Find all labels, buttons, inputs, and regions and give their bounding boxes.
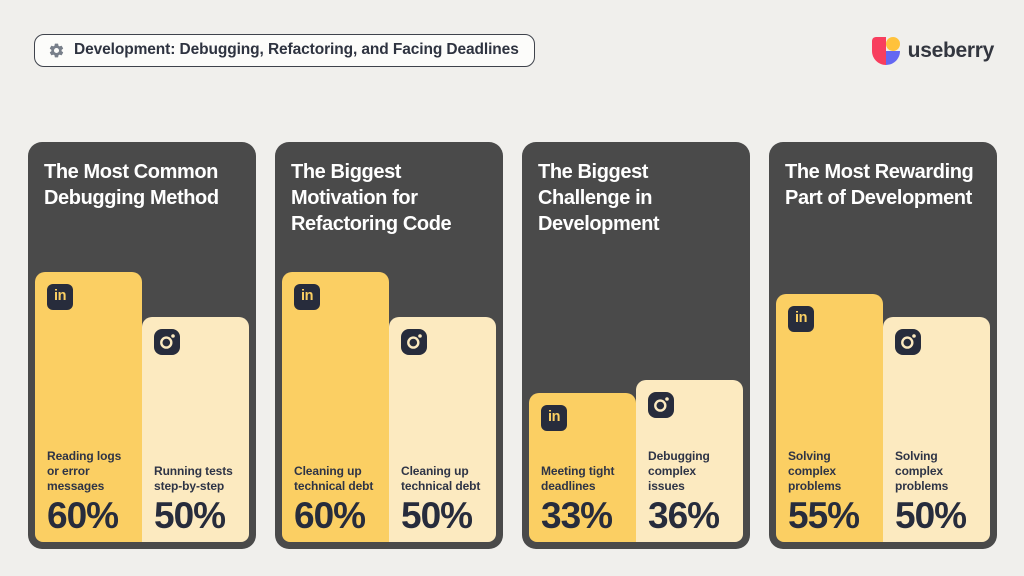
bar-label: Solving complex problems: [895, 449, 949, 493]
linkedin-icon: in: [788, 306, 814, 332]
bar-instagram: Running tests step-by-step 50%: [142, 317, 249, 542]
bar-value: 33%: [541, 495, 613, 536]
panel-title: The Most Common Debugging Method: [44, 161, 219, 209]
bar-bottom: Running tests step-by-step 50%: [142, 464, 249, 542]
useberry-logo-mark: [871, 36, 900, 65]
linkedin-icon: in: [541, 405, 567, 431]
bar-bottom: Solving complex problems 55%: [776, 449, 883, 542]
stat-panel: The Biggest Motivation for Refactoring C…: [275, 142, 503, 549]
bar-instagram: Solving complex problems 50%: [883, 317, 990, 542]
instagram-icon: [401, 329, 427, 355]
linkedin-icon-glyph: in: [47, 284, 73, 310]
bar-value: 50%: [401, 495, 473, 536]
instagram-icon: [648, 392, 674, 418]
bar-label: Debugging complex issues: [648, 449, 710, 493]
bar-label: Running tests step-by-step: [154, 464, 233, 493]
panel-title: The Most Rewarding Part of Development: [785, 161, 974, 209]
brand-name: useberry: [907, 38, 995, 62]
header-tag: Development: Debugging, Refactoring, and…: [34, 34, 535, 67]
bar-value: 60%: [294, 495, 366, 536]
bar-label: Reading logs or error messages: [47, 449, 122, 493]
bar-value: 60%: [47, 495, 119, 536]
bar-bottom: Reading logs or error messages 60%: [35, 449, 142, 542]
panel-title: The Biggest Motivation for Refactoring C…: [291, 161, 452, 235]
instagram-icon: [895, 329, 921, 355]
linkedin-icon: in: [294, 284, 320, 310]
bar-linkedin: in Meeting tight deadlines 33%: [529, 393, 636, 542]
linkedin-icon-glyph: in: [541, 405, 567, 431]
bar-label: Cleaning up technical debt: [294, 464, 374, 493]
bar-bottom: Cleaning up technical debt 60%: [282, 464, 389, 542]
panel-title: The Biggest Challenge in Development: [538, 161, 660, 235]
bar-linkedin: in Cleaning up technical debt 60%: [282, 272, 389, 542]
linkedin-icon-glyph: in: [788, 306, 814, 332]
bar-instagram: Cleaning up technical debt 50%: [389, 317, 496, 542]
bar-value: 36%: [648, 495, 720, 536]
linkedin-icon-glyph: in: [294, 284, 320, 310]
bar-label: Meeting tight deadlines: [541, 464, 615, 493]
bars-row: in Reading logs or error messages 60% Runni…: [35, 272, 249, 542]
bar-value: 55%: [788, 495, 860, 536]
bars-row: in Cleaning up technical debt 60% Cleaning …: [282, 272, 496, 542]
stat-panel: The Biggest Challenge in Development in M…: [522, 142, 750, 549]
bar-instagram: Debugging complex issues 36%: [636, 380, 743, 542]
bar-bottom: Cleaning up technical debt 50%: [389, 464, 496, 542]
bar-label: Cleaning up technical debt: [401, 464, 481, 493]
stat-panel: The Most Rewarding Part of Development i…: [769, 142, 997, 549]
bar-label: Solving complex problems: [788, 449, 842, 493]
bars-row: in Solving complex problems 55% Solving com…: [776, 294, 990, 542]
instagram-icon: [154, 329, 180, 355]
bar-bottom: Solving complex problems 50%: [883, 449, 990, 542]
bar-bottom: Meeting tight deadlines 33%: [529, 464, 636, 542]
bar-value: 50%: [895, 495, 967, 536]
bar-bottom: Debugging complex issues 36%: [636, 449, 743, 542]
header-tag-label: Development: Debugging, Refactoring, and…: [74, 41, 519, 58]
bars-row: in Meeting tight deadlines 33% Debugging co…: [529, 380, 743, 542]
topbar: Development: Debugging, Refactoring, and…: [34, 34, 994, 67]
linkedin-icon: in: [47, 284, 73, 310]
useberry-logo: useberry: [871, 36, 995, 65]
bar-linkedin: in Solving complex problems 55%: [776, 294, 883, 542]
bar-value: 50%: [154, 495, 226, 536]
gear-icon: [48, 42, 65, 59]
bar-linkedin: in Reading logs or error messages 60%: [35, 272, 142, 542]
stat-panel: The Most Common Debugging Method in Readi…: [28, 142, 256, 549]
stat-panels: The Most Common Debugging Method in Readi…: [28, 142, 997, 549]
